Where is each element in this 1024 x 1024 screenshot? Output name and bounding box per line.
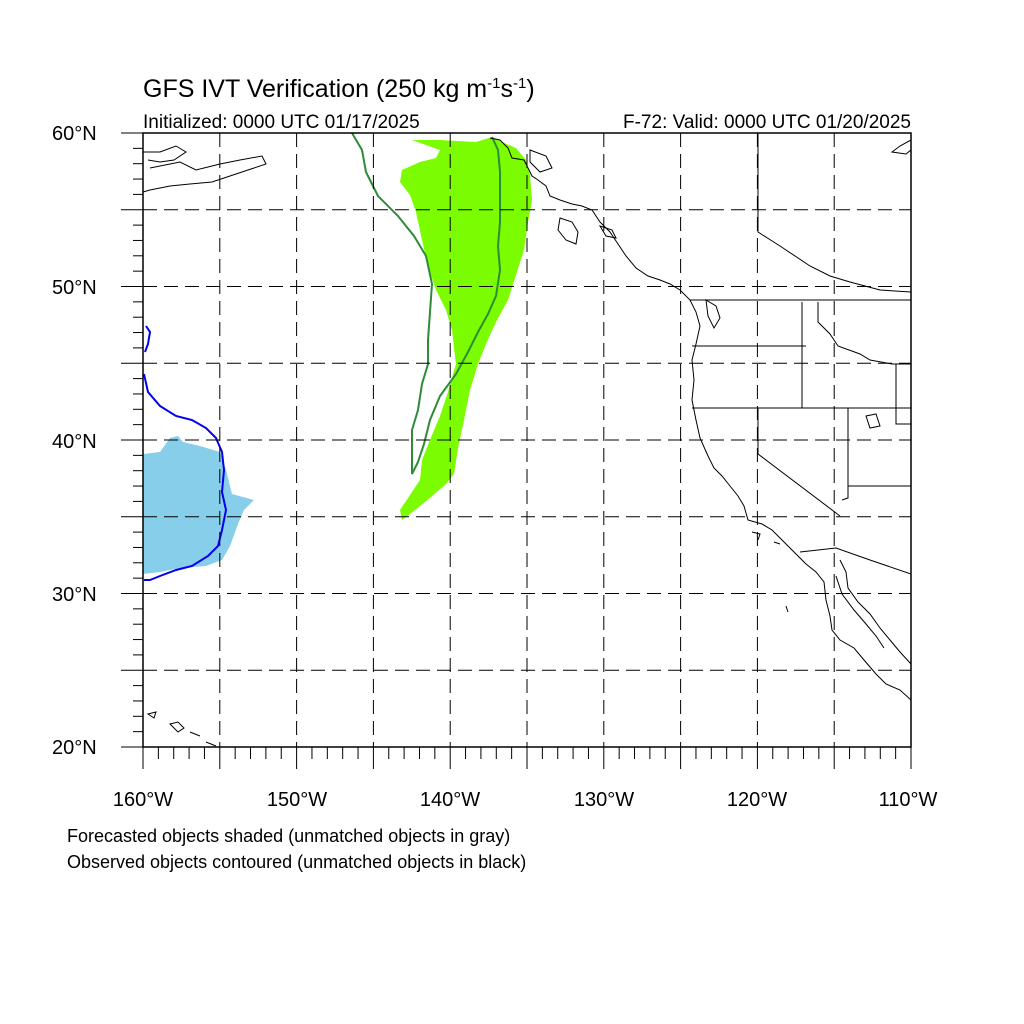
longitude-labels: 160°W 150°W 140°W 130°W 120°W 110°W (113, 789, 938, 811)
initialized-label: Initialized: 0000 UTC 01/17/2025 (143, 112, 420, 133)
forecast-object-blue (143, 436, 254, 574)
note-forecast: Forecasted objects shaded (unmatched obj… (67, 826, 510, 846)
map-title: GFS IVT Verification (250 kg m-1s-1) (143, 75, 535, 103)
lon-label-150w: 150°W (267, 789, 327, 811)
latitude-labels: 60°N 50°N 40°N 30°N 20°N (52, 123, 97, 759)
lon-label-140w: 140°W (420, 789, 480, 811)
coastlines (143, 137, 911, 747)
observed-contour-green (351, 133, 502, 475)
lat-label-30: 30°N (52, 584, 97, 606)
lat-label-50: 50°N (52, 277, 97, 299)
forecast-object-green (400, 137, 532, 520)
lon-label-120w: 120°W (727, 789, 787, 811)
axis-ticks (121, 132, 912, 769)
lat-label-20: 20°N (52, 737, 97, 759)
valid-label: F-72: Valid: 0000 UTC 01/20/2025 (623, 112, 911, 133)
lat-label-40: 40°N (52, 431, 97, 453)
observed-contour-blue-main (143, 373, 228, 581)
lon-label-130w: 130°W (574, 789, 634, 811)
lat-lon-grid (143, 133, 911, 747)
lon-label-160w: 160°W (113, 789, 173, 811)
note-observed: Observed objects contoured (unmatched ob… (67, 852, 526, 872)
observed-contour-blue (144, 325, 152, 353)
lat-label-60: 60°N (52, 123, 97, 145)
lon-label-110w: 110°W (879, 789, 938, 811)
plot-area (143, 133, 911, 747)
political-boundaries (690, 133, 911, 575)
